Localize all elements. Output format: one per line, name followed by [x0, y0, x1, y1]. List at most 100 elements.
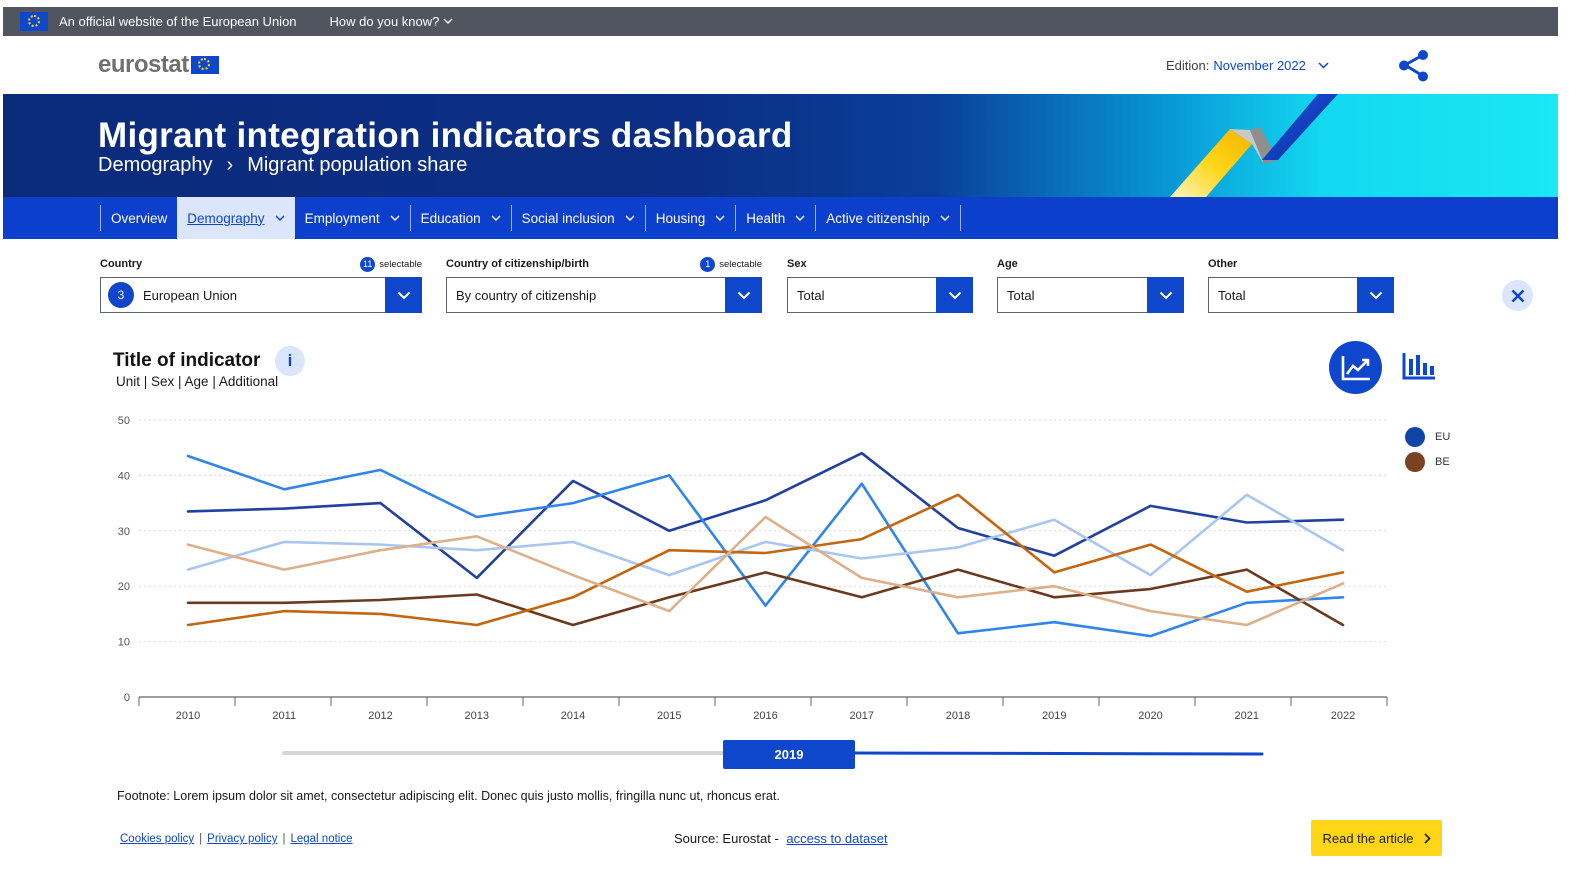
legal-notice-link[interactable]: Legal notice: [290, 833, 353, 845]
chevron-down-icon: [397, 291, 410, 299]
link-separator: |: [199, 833, 203, 845]
country-select[interactable]: 3 European Union: [100, 277, 422, 313]
legend-item-eu[interactable]: EU: [1405, 424, 1450, 449]
filter-country-label: Country: [100, 258, 143, 270]
x-tick-label: 2012: [368, 710, 392, 722]
read-article-button[interactable]: Read the article: [1311, 820, 1442, 856]
tab-overview-label: Overview: [111, 210, 168, 226]
legend-label-eu: EU: [1435, 430, 1451, 443]
banner-decoration: [1170, 94, 1338, 197]
tab-health[interactable]: Health: [735, 205, 815, 231]
sex-select[interactable]: Total: [787, 277, 973, 313]
clear-filters-button[interactable]: [1502, 280, 1533, 311]
breadcrumb-item-current: Migrant population share: [247, 154, 468, 176]
citizenship-select[interactable]: By country of citizenship: [446, 277, 762, 313]
tab-housing-label: Housing: [655, 210, 706, 226]
eu-official-text: An official website of the European Unio…: [59, 14, 297, 29]
dropdown-button[interactable]: [1147, 277, 1184, 313]
dropdown-button[interactable]: [1357, 277, 1394, 313]
breadcrumb: Demography › Migrant population share: [98, 154, 467, 177]
line-chart-icon: [1341, 355, 1370, 380]
filter-other: Other Total: [1208, 256, 1394, 313]
footer-links: Cookies policy | Privacy policy | Legal …: [120, 833, 353, 845]
chart-subtitle: Unit | Sex | Age | Additional: [116, 374, 279, 389]
source-label: Source: Eurostat -: [674, 831, 779, 846]
dropdown-button[interactable]: [725, 277, 762, 313]
main-nav: Overview Demography Employment Education…: [3, 197, 1558, 239]
dropdown-button[interactable]: [385, 277, 422, 313]
filter-citizenship: Country of citizenship/birth 1 selectabl…: [446, 256, 762, 313]
close-icon: [1511, 289, 1524, 302]
citizenship-select-value: By country of citizenship: [456, 287, 597, 303]
info-button[interactable]: i: [275, 346, 305, 376]
tab-overview[interactable]: Overview: [100, 205, 177, 231]
breadcrumb-item-demography[interactable]: Demography: [98, 154, 213, 176]
tab-social-inclusion[interactable]: Social inclusion: [510, 205, 645, 231]
series-line-4: [186, 568, 1345, 627]
page-title: Migrant integration indicators dashboard: [98, 116, 793, 155]
x-tick-label: 2018: [946, 710, 970, 722]
selectable-count-badge: 11: [360, 256, 376, 272]
x-tick-label: 2020: [1138, 710, 1162, 722]
legend-label-be: BE: [1435, 455, 1450, 468]
dropdown-button[interactable]: [936, 277, 973, 313]
eurostat-logo[interactable]: eurostat: [98, 51, 219, 79]
filter-sex-label: Sex: [787, 258, 807, 270]
legend-dot-be: [1405, 451, 1425, 472]
chevron-down-icon: [443, 18, 453, 24]
edition-selector[interactable]: Edition: November 2022: [1166, 58, 1329, 73]
page-banner: Migrant integration indicators dashboard…: [3, 94, 1558, 197]
x-tick-label: 2021: [1235, 710, 1259, 722]
age-select[interactable]: Total: [997, 277, 1184, 313]
how-do-you-know-link[interactable]: How do you know?: [330, 14, 454, 29]
selectable-count-badge: 1: [700, 256, 716, 272]
series-line-3: [186, 493, 1345, 577]
chevron-down-icon: [715, 215, 725, 221]
privacy-policy-link[interactable]: Privacy policy: [207, 833, 278, 845]
x-tick-label: 2016: [753, 710, 777, 722]
y-tick-label: 30: [118, 526, 130, 538]
other-select-value: Total: [1218, 287, 1246, 303]
source-attribution: Source: Eurostat - access to dataset: [674, 831, 888, 846]
tab-employment[interactable]: Employment: [295, 205, 410, 231]
bar-chart-toggle[interactable]: [1401, 351, 1437, 381]
year-slider-handle[interactable]: 2019: [723, 740, 855, 769]
selectable-note: 11 selectable: [360, 256, 422, 272]
site-header: eurostat Edition: November 2022: [3, 36, 1558, 94]
access-dataset-link[interactable]: access to dataset: [786, 831, 888, 846]
filter-age: Age Total: [997, 256, 1184, 313]
chart-legend: EU BE: [1405, 424, 1450, 474]
eu-official-bar: An official website of the European Unio…: [3, 7, 1558, 36]
share-icon[interactable]: [1396, 48, 1432, 84]
chevron-down-icon: [948, 291, 961, 299]
line-chart-toggle[interactable]: [1329, 341, 1382, 394]
selectable-text: selectable: [379, 258, 422, 270]
filter-sex: Sex Total: [787, 256, 973, 313]
filter-citizenship-label: Country of citizenship/birth: [446, 258, 589, 270]
series-line-2: [186, 454, 1345, 638]
tab-active-citizenship[interactable]: Active citizenship: [815, 205, 960, 231]
tab-housing[interactable]: Housing: [644, 205, 736, 231]
chevron-down-icon: [491, 215, 501, 221]
legend-item-be[interactable]: BE: [1405, 449, 1450, 474]
y-tick-label: 20: [118, 581, 130, 593]
tab-active-citizenship-label: Active citizenship: [826, 210, 930, 226]
tab-demography[interactable]: Demography: [177, 197, 295, 239]
tab-education[interactable]: Education: [409, 205, 511, 231]
filter-age-label: Age: [997, 258, 1018, 270]
chevron-down-icon: [737, 291, 750, 299]
how-do-you-know-label: How do you know?: [329, 14, 440, 29]
chevron-down-icon: [1318, 62, 1329, 69]
y-tick-label: 50: [118, 415, 130, 427]
cookies-policy-link[interactable]: Cookies policy: [120, 833, 195, 845]
tab-social-inclusion-label: Social inclusion: [521, 210, 615, 226]
nav-divider: [959, 205, 961, 231]
y-tick-label: 0: [124, 692, 130, 704]
y-tick-label: 40: [118, 470, 130, 482]
chevron-down-icon: [1159, 291, 1172, 299]
x-tick-label: 2022: [1331, 710, 1355, 722]
other-select[interactable]: Total: [1208, 277, 1394, 313]
legend-dot-eu: [1405, 426, 1425, 447]
age-select-value: Total: [1007, 287, 1035, 303]
series-line-1: [186, 451, 1345, 580]
